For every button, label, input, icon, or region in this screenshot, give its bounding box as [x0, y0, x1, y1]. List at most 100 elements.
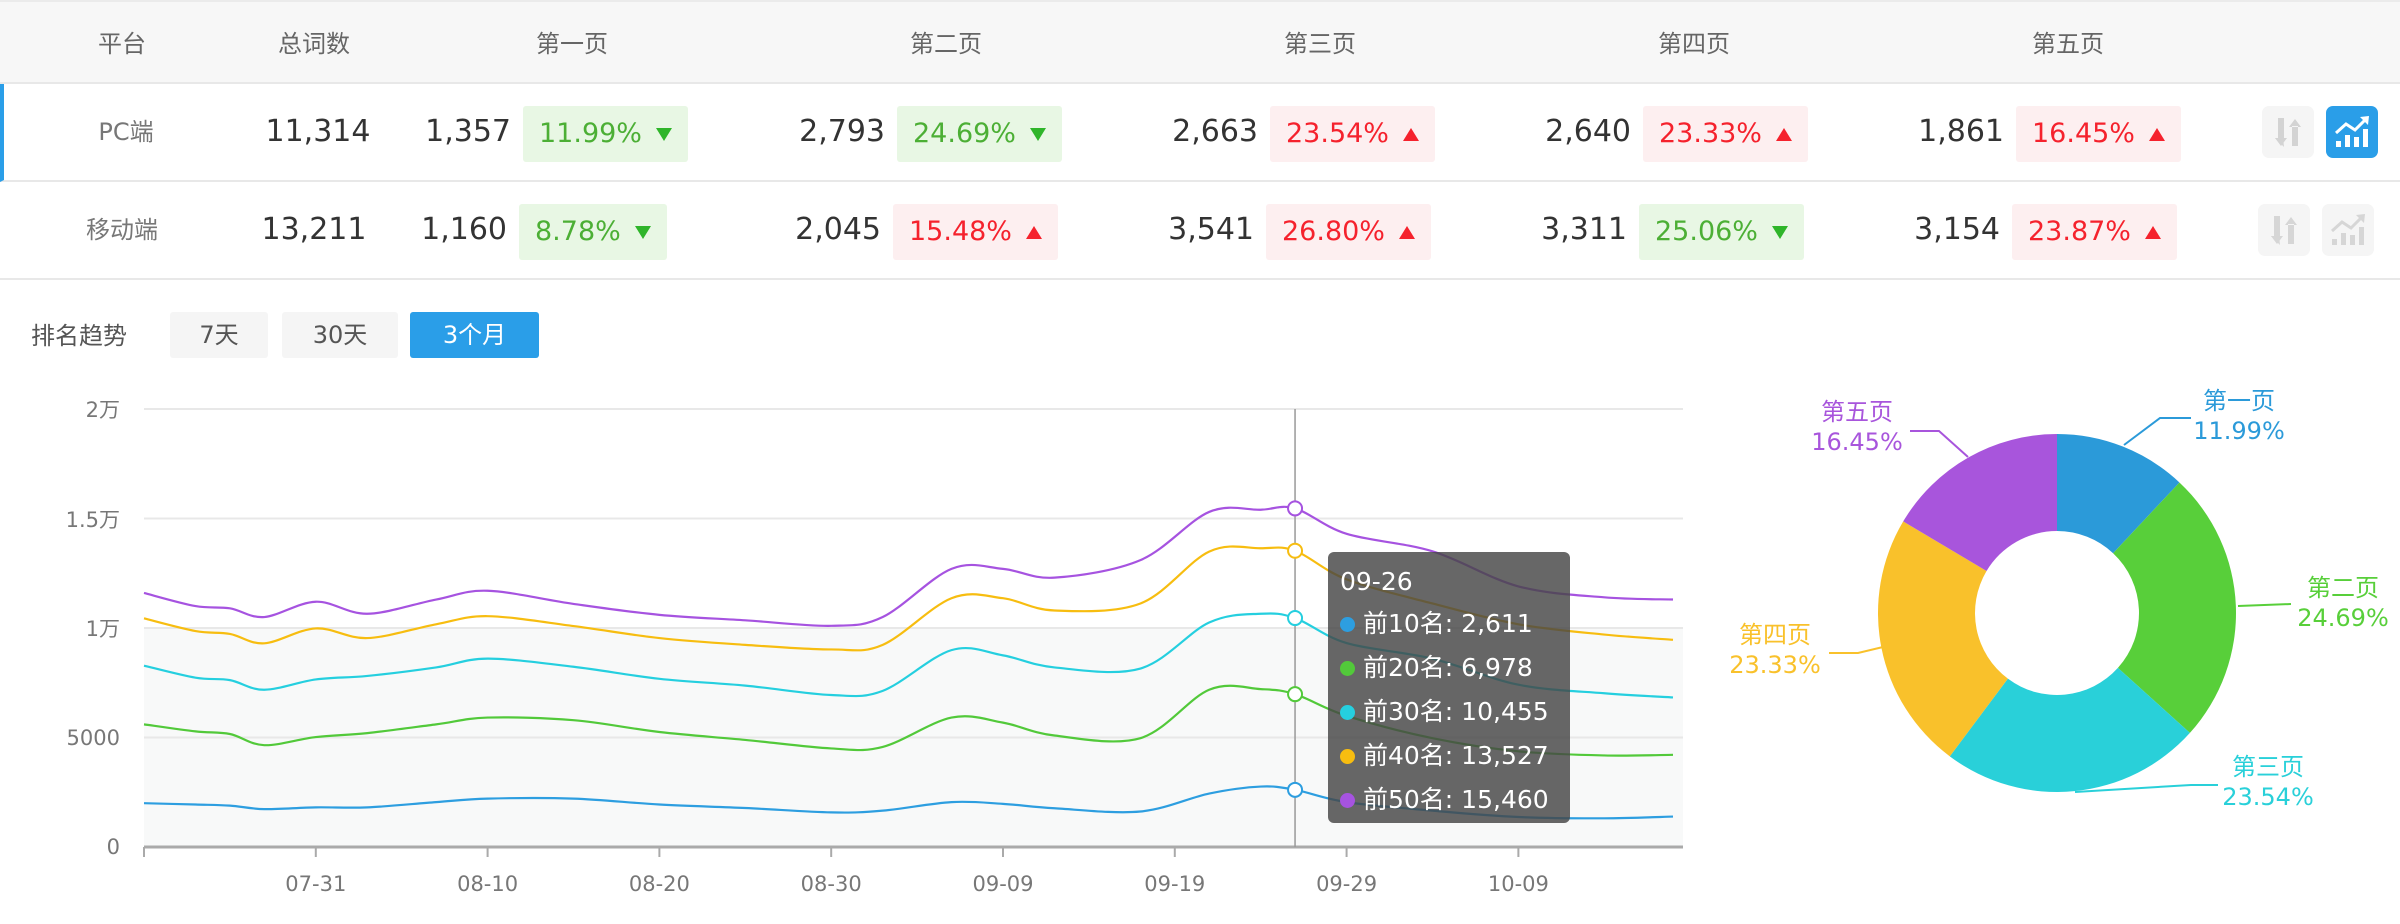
- pie-label: 第三页 23.54%: [2222, 752, 2314, 812]
- series-line-5: [143, 505, 1674, 627]
- series-dot-icon: [1340, 616, 1355, 632]
- trend-chart-icon[interactable]: [2326, 106, 2378, 158]
- platform-name: PC端: [98, 118, 154, 146]
- hover-point: [1287, 781, 1304, 798]
- arrow-up-icon: [1402, 128, 1419, 141]
- pie-chart[interactable]: [1700, 370, 2400, 840]
- percent-value: 23.87%: [2028, 216, 2131, 247]
- x-tick-label: 07-31: [285, 872, 347, 896]
- header-page-5: 第五页: [2032, 30, 2104, 58]
- range-7d-button[interactable]: 7天: [170, 312, 268, 358]
- page-count: 3,311: [1541, 212, 1627, 247]
- page-count: 2,640: [1545, 114, 1631, 149]
- header-page-4: 第四页: [1658, 30, 1730, 58]
- trend-chart-icon[interactable]: [2322, 204, 2374, 256]
- x-tick-label: 09-29: [1316, 872, 1378, 896]
- pie-label: 第四页 23.33%: [1729, 620, 1821, 680]
- page-percent-badge: 23.87%: [2012, 204, 2177, 260]
- tooltip-item: 前30名: 10,455: [1340, 690, 1558, 734]
- pie-label: 第一页 11.99%: [2193, 386, 2285, 446]
- total-words: 11,314: [265, 114, 371, 149]
- percent-value: 16.45%: [2032, 118, 2135, 149]
- percent-value: 15.48%: [909, 216, 1012, 247]
- page-count: 2,793: [799, 114, 885, 149]
- arrow-down-icon: [634, 226, 651, 239]
- pie-label-name: 第五页: [1820, 398, 1893, 426]
- hover-point: [1287, 686, 1304, 703]
- page-percent-badge: 23.54%: [1270, 106, 1435, 162]
- pie-label-percent: 24.69%: [2297, 604, 2389, 632]
- pie-leader-line: [1910, 430, 1969, 458]
- pie-leader-line: [2074, 784, 2218, 793]
- page-percent-badge: 8.78%: [519, 204, 667, 260]
- sort-icon[interactable]: [2258, 204, 2310, 256]
- y-tick-label: 1.5万: [65, 507, 120, 532]
- header-platform: 平台: [98, 30, 146, 58]
- y-tick-label: 1万: [85, 617, 120, 641]
- hover-point: [1287, 610, 1304, 627]
- tooltip-value: 前10名: 2,611: [1363, 609, 1533, 638]
- header-page-2: 第二页: [910, 30, 982, 58]
- arrow-up-icon: [2148, 128, 2165, 141]
- pie-slice-2: [2113, 482, 2236, 733]
- pie-label-percent: 11.99%: [2193, 417, 2285, 445]
- range-3m-button[interactable]: 3个月: [410, 312, 539, 358]
- tooltip-item: 前50名: 15,460: [1340, 778, 1558, 822]
- pie-slice-3: [1949, 667, 2190, 792]
- x-tick-label: 08-10: [457, 872, 519, 896]
- page-percent-badge: 23.33%: [1643, 106, 1808, 162]
- header-page-3: 第三页: [1284, 30, 1356, 58]
- page-percent-badge: 26.80%: [1266, 204, 1431, 260]
- page-percent-badge: 25.06%: [1639, 204, 1804, 260]
- percent-value: 11.99%: [539, 118, 642, 149]
- percent-value: 8.78%: [535, 216, 621, 247]
- hover-point: [1287, 542, 1304, 559]
- page-count: 2,045: [795, 212, 881, 247]
- page-count: 1,861: [1918, 114, 2004, 149]
- header-page-1: 第一页: [536, 30, 608, 58]
- pie-slice-4: [1878, 521, 2008, 757]
- page-count: 1,357: [425, 114, 511, 149]
- arrow-down-icon: [1771, 226, 1788, 239]
- total-words: 13,211: [261, 212, 367, 247]
- series-dot-icon: [1340, 792, 1355, 808]
- tooltip-item: 前40名: 13,527: [1340, 734, 1558, 778]
- trend-title: 排名趋势: [31, 322, 127, 350]
- arrow-up-icon: [2144, 226, 2161, 239]
- page-percent-badge: 24.69%: [897, 106, 1062, 162]
- pie-leader-line: [1829, 646, 1884, 654]
- x-tick-label: 08-20: [628, 872, 690, 896]
- pie-label-name: 第三页: [2231, 753, 2304, 781]
- page-percent-badge: 15.48%: [893, 204, 1058, 260]
- tooltip-value: 前50名: 15,460: [1363, 785, 1549, 814]
- pie-label-name: 第一页: [2202, 387, 2275, 415]
- page-percent-badge: 11.99%: [523, 106, 688, 162]
- arrow-down-icon: [655, 128, 672, 141]
- page-percent-badge: 16.45%: [2016, 106, 2181, 162]
- pie-label: 第五页 16.45%: [1811, 397, 1903, 457]
- table-row[interactable]: 移动端 13,211 1,160 8.78% 2,045 15.48% 3,541 26.80…: [0, 182, 2400, 280]
- percent-value: 23.54%: [1286, 118, 1389, 149]
- pie-label-percent: 23.54%: [2222, 783, 2314, 811]
- percent-value: 25.06%: [1655, 216, 1758, 247]
- table-header: 平台 总词数 第一页 第二页 第三页 第四页 第五页: [0, 0, 2400, 84]
- page-count: 3,541: [1168, 212, 1254, 247]
- percent-value: 23.33%: [1659, 118, 1762, 149]
- arrow-up-icon: [1775, 128, 1792, 141]
- pie-label-name: 第四页: [1738, 621, 1811, 649]
- range-30d-button[interactable]: 30天: [282, 312, 398, 358]
- table-row[interactable]: PC端 11,314 1,357 11.99% 2,793 24.69% 2,663 23.5…: [0, 84, 2400, 182]
- tooltip-value: 前20名: 6,978: [1363, 653, 1533, 682]
- y-tick-label: 0: [106, 835, 120, 859]
- sort-icon[interactable]: [2262, 106, 2314, 158]
- arrow-down-icon: [1029, 128, 1046, 141]
- pie-label-percent: 16.45%: [1811, 428, 1903, 456]
- pie-label-percent: 23.33%: [1729, 651, 1821, 679]
- y-tick-label: 5000: [66, 725, 120, 750]
- pie-slice-5: [1903, 434, 2057, 572]
- series-dot-icon: [1340, 704, 1355, 720]
- series-dot-icon: [1340, 748, 1355, 764]
- pie-label: 第二页 24.69%: [2297, 573, 2389, 633]
- header-total: 总词数: [278, 30, 350, 58]
- chart-tooltip: 09-26 前10名: 2,611 前20名: 6,978 前30名: 10,455…: [1328, 552, 1570, 823]
